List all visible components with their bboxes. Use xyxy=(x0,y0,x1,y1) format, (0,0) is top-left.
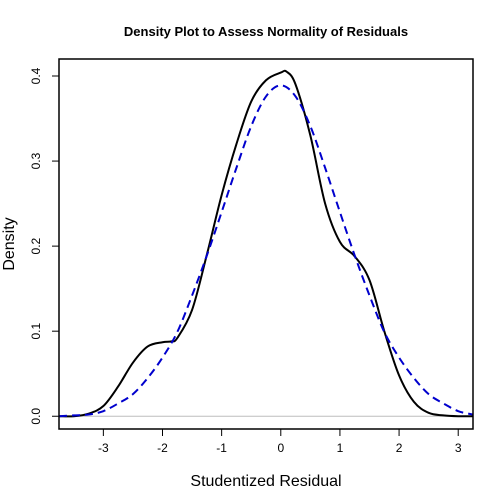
x-tick-label: -3 xyxy=(98,441,109,455)
x-tick-label: -2 xyxy=(157,441,168,455)
normal-curve-line xyxy=(58,84,474,418)
x-axis-label: Studentized Residual xyxy=(190,473,341,490)
x-tick-label: 0 xyxy=(277,441,284,455)
chart-title: Density Plot to Assess Normality of Resi… xyxy=(124,24,408,39)
y-tick-label: 0.0 xyxy=(29,408,43,425)
x-tick-label: 1 xyxy=(337,441,344,455)
kernel-density-line xyxy=(58,69,474,418)
y-tick-label: 0.4 xyxy=(29,67,43,84)
plot-marks: -3 -2 -1 0 1 2 3 0.0 0.1 0.2 0.3 0.4 xyxy=(29,67,474,455)
y-axis-label: Density xyxy=(1,217,18,270)
y-tick-label: 0.3 xyxy=(29,152,43,169)
x-tick-label: 3 xyxy=(455,441,462,455)
y-tick-label: 0.2 xyxy=(29,237,43,254)
plot-frame xyxy=(58,58,474,430)
x-tick-label: 2 xyxy=(396,441,403,455)
y-tick-label: 0.1 xyxy=(29,323,43,340)
x-tick-label: -1 xyxy=(216,441,227,455)
